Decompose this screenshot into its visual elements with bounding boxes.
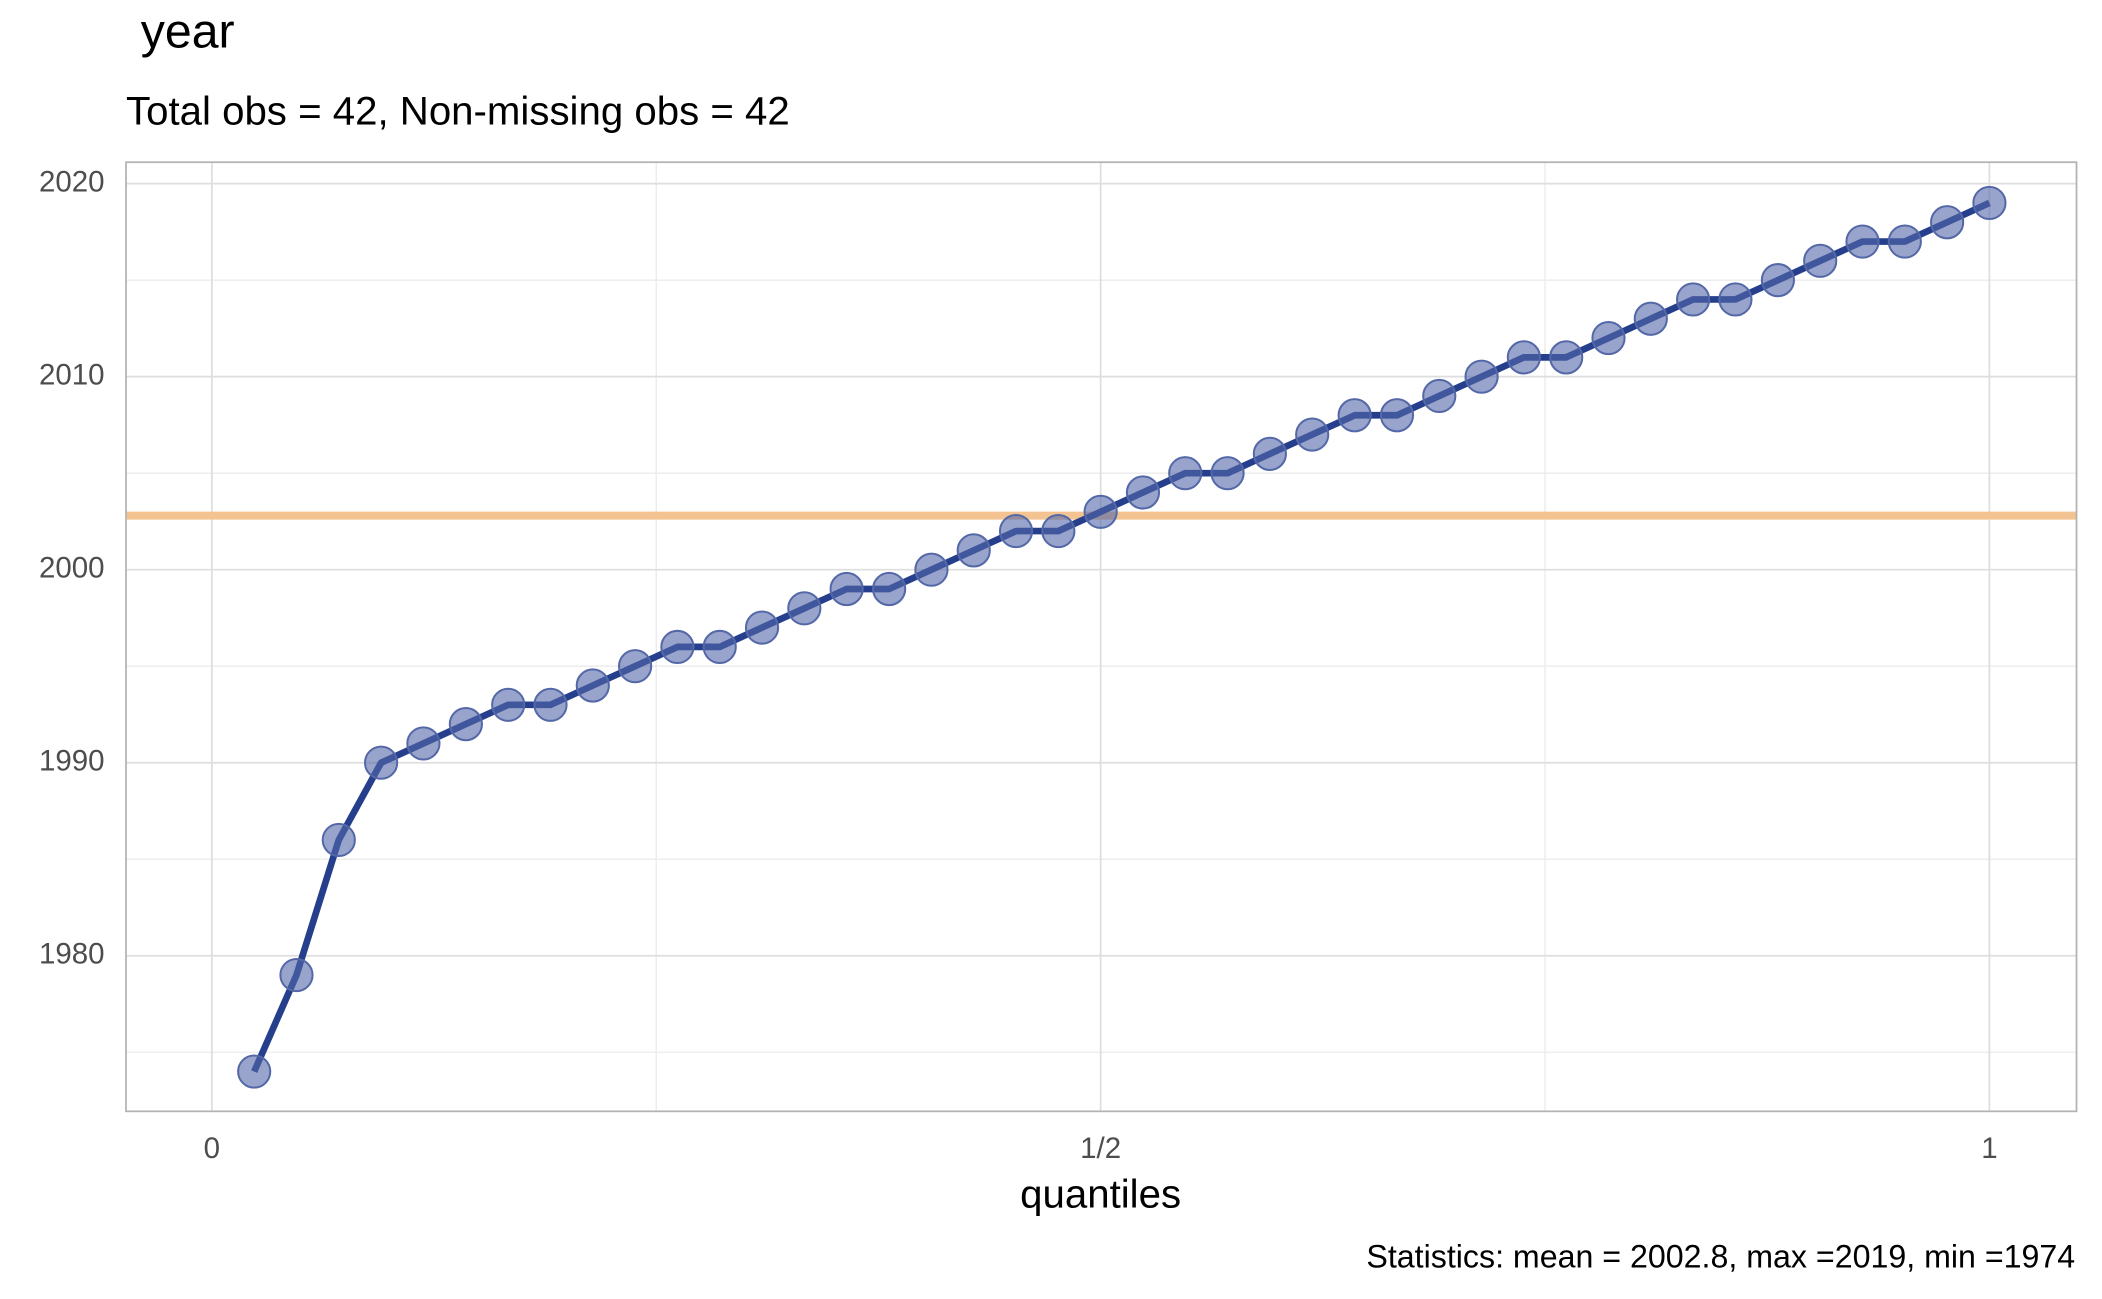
data-point (1803, 243, 1838, 278)
caption: Statistics: mean = 2002.8, max =2019, mi… (1366, 1238, 2075, 1274)
data-point (956, 533, 991, 568)
data-point (1252, 436, 1287, 471)
y-tick-label: 2010 (39, 358, 105, 391)
x-tick-label: 0 (204, 1132, 220, 1165)
data-point (660, 629, 695, 664)
data-point (1083, 494, 1118, 529)
data-point (533, 687, 568, 722)
data-point (1930, 205, 1965, 240)
data-point (1760, 263, 1795, 298)
grid (126, 162, 2077, 1112)
data-point (1972, 185, 2007, 221)
data-point (279, 957, 314, 993)
data-point (1676, 282, 1711, 317)
data-point (787, 591, 822, 626)
data-point (1422, 378, 1457, 414)
y-tick-label: 2020 (39, 165, 105, 198)
data-point (321, 822, 356, 858)
x-axis-label: quantiles (1020, 1172, 1181, 1217)
data-point (1379, 398, 1415, 433)
data-point (491, 687, 526, 722)
data-point (1337, 398, 1372, 433)
data-point (406, 726, 441, 761)
x-tick-label: 1 (1981, 1132, 1997, 1165)
data-point (914, 552, 949, 587)
data-point (998, 513, 1034, 549)
chart-title: year (141, 5, 235, 59)
data-point (1718, 282, 1753, 317)
panel-border (125, 161, 2078, 1113)
data-point (1041, 513, 1076, 549)
data-point (575, 668, 610, 703)
data-point (618, 649, 653, 684)
data-point (702, 629, 737, 664)
y-tick-label: 1990 (39, 745, 105, 778)
y-tick-label: 2000 (39, 551, 105, 584)
data-point (829, 571, 864, 607)
chart-subtitle: Total obs = 42, Non-missing obs = 42 (126, 89, 790, 134)
data-point (1633, 301, 1668, 336)
x-tick-label: 1/2 (1080, 1132, 1121, 1165)
data-point (872, 571, 907, 607)
data-point (1168, 456, 1203, 491)
data-point (1845, 224, 1880, 259)
data-point (1125, 475, 1161, 510)
marks (126, 185, 2077, 1089)
data-point (1295, 417, 1330, 452)
data-point (744, 610, 780, 645)
y-tick-label: 1980 (39, 938, 105, 971)
data-point (364, 745, 399, 780)
data-point (237, 1054, 272, 1089)
data-point (1887, 224, 1922, 259)
data-point (1549, 340, 1584, 375)
data-point (1210, 456, 1245, 491)
data-point (1591, 320, 1626, 356)
data-point (1464, 359, 1499, 394)
data-point (448, 707, 483, 742)
data-point (1506, 340, 1541, 375)
